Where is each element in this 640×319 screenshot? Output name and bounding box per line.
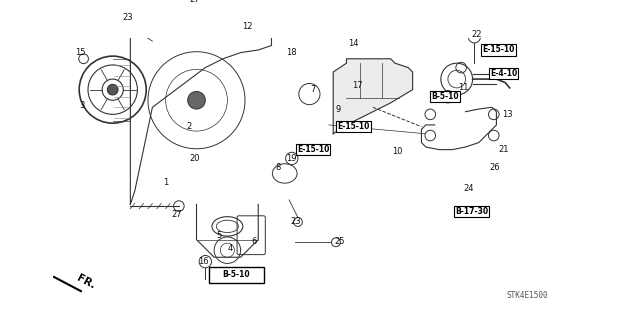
Text: 8: 8 — [275, 163, 280, 172]
Text: E-15-10: E-15-10 — [297, 145, 329, 154]
Text: 14: 14 — [348, 39, 359, 48]
Text: E-4-10: E-4-10 — [490, 69, 517, 78]
FancyArrowPatch shape — [54, 277, 81, 291]
Text: B-5-10: B-5-10 — [222, 271, 250, 279]
Text: 9: 9 — [335, 105, 340, 114]
Text: 15: 15 — [75, 48, 85, 57]
Text: 23: 23 — [122, 13, 133, 22]
Text: STK4E1500: STK4E1500 — [506, 291, 548, 300]
Text: 16: 16 — [198, 257, 209, 266]
Text: B-5-10: B-5-10 — [431, 92, 459, 101]
Text: 19: 19 — [287, 154, 297, 163]
Text: 7: 7 — [310, 85, 316, 94]
Text: 12: 12 — [243, 22, 253, 31]
FancyBboxPatch shape — [209, 267, 264, 283]
Text: 10: 10 — [392, 147, 403, 156]
Text: E-15-10: E-15-10 — [337, 122, 370, 131]
Text: 3: 3 — [79, 101, 84, 110]
Text: B-17-30: B-17-30 — [455, 207, 488, 216]
Text: FR.: FR. — [75, 273, 97, 291]
Polygon shape — [333, 59, 413, 134]
Text: 20: 20 — [189, 154, 200, 163]
Text: 4: 4 — [227, 244, 233, 253]
Text: E-15-10: E-15-10 — [482, 46, 515, 55]
Text: 5: 5 — [216, 231, 221, 240]
Text: 1: 1 — [163, 178, 168, 187]
Circle shape — [108, 84, 118, 95]
Text: 27: 27 — [172, 211, 182, 219]
Text: 25: 25 — [334, 237, 345, 246]
Text: 23: 23 — [290, 218, 301, 226]
Text: 27: 27 — [189, 0, 200, 4]
Text: 22: 22 — [472, 30, 483, 40]
Text: 2: 2 — [187, 122, 192, 131]
Text: 26: 26 — [490, 163, 500, 172]
Circle shape — [188, 92, 205, 109]
Text: 6: 6 — [251, 237, 257, 246]
Text: 11: 11 — [458, 83, 468, 93]
Text: 24: 24 — [463, 184, 474, 193]
Text: 21: 21 — [498, 145, 509, 154]
Text: 17: 17 — [352, 81, 362, 90]
Text: 13: 13 — [502, 110, 512, 119]
Text: 18: 18 — [287, 48, 297, 57]
